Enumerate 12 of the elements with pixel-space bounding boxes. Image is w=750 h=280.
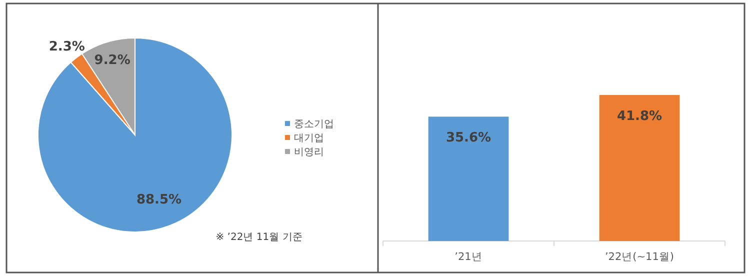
pie-slice (38, 38, 232, 232)
legend-label: 중소기업 (294, 119, 334, 130)
data-label: 2.3% (48, 39, 85, 54)
x-tick-label: ’21년 (454, 251, 482, 263)
legend-label: 비영리 (294, 147, 324, 158)
data-label: 9.2% (94, 52, 130, 68)
data-label: 35.6% (446, 130, 492, 146)
data-label: 88.5% (136, 192, 182, 208)
legend-label: 대기업 (294, 133, 324, 144)
text: ※ ’22년 11월 기준 (216, 232, 302, 243)
data-label: 41.8% (616, 109, 662, 124)
x-tick-label: ’22년(~11월) (604, 251, 674, 263)
